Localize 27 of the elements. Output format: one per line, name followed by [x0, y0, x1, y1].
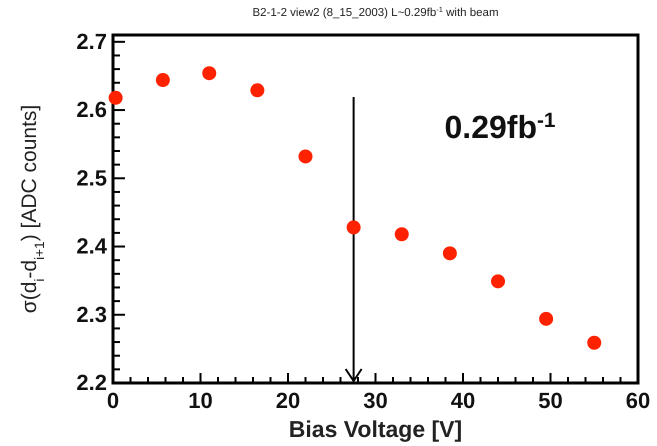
point: [202, 66, 216, 80]
y-tick-label: 2.4: [76, 234, 108, 259]
point: [491, 274, 505, 288]
x-tick-label: 20: [276, 388, 300, 413]
point: [250, 83, 264, 98]
chart-title: B2-1-2 view2 (8_15_2003) L~0.29fb$^{-1}$ with beam: [252, 4, 499, 19]
x-tick-label: 30: [363, 388, 388, 413]
y-tick-label: 2.6: [76, 97, 107, 122]
point: [587, 336, 602, 350]
y-tick-label: 2.2: [76, 370, 107, 395]
x-tick-label: 0: [106, 388, 120, 413]
point: [394, 227, 409, 242]
point: [298, 149, 312, 164]
y-tick-label: 2.5: [76, 165, 107, 190]
point: [108, 90, 123, 105]
x-axis-title: Bias Voltage [V]: [288, 416, 462, 442]
point: [156, 73, 170, 88]
point: [442, 246, 457, 260]
x-tick-label: 10: [188, 388, 213, 413]
y-tick-label: 2.3: [76, 302, 107, 327]
x-tick-label: 60: [626, 388, 650, 413]
x-tick-label: 40: [450, 388, 476, 413]
point: [539, 312, 554, 326]
y-tick-label: 2.7: [76, 28, 107, 54]
x-tick-label: 50: [538, 388, 563, 413]
annotation: 0.29fb$^{-1}$: [444, 108, 556, 145]
point: [346, 220, 361, 234]
